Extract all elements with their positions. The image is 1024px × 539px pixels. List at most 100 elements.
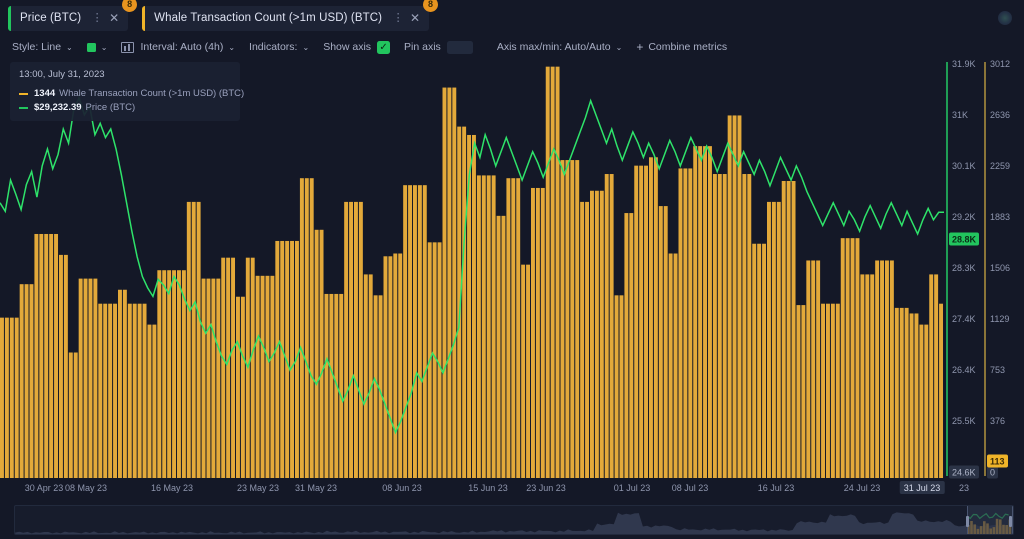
kebab-menu-icon[interactable]: ⋮ xyxy=(392,11,404,24)
axis-tick-label: 24.6K xyxy=(949,465,979,479)
x-axis-tick-label: 01 Jul 23 xyxy=(613,483,651,493)
x-axis-tick-label: 15 Jun 23 xyxy=(468,483,508,493)
axis-tick-label: 1883 xyxy=(990,212,1011,222)
price-axis[interactable]: 31.9K 31K 30.1K 29.2K 28.3K 27.4K 26.4K 25.5K 24… xyxy=(946,58,986,479)
minimap-canvas xyxy=(15,512,1013,534)
x-axis-current-badge: 31 Jul 23 xyxy=(899,481,945,494)
axis-tick-label: 1129 xyxy=(990,314,1010,324)
chart-canvas xyxy=(0,66,944,478)
combine-metrics-label: Combine metrics xyxy=(648,41,728,53)
chevron-down-icon: ⌄ xyxy=(66,42,73,52)
axis-tick-label: 2259 xyxy=(990,161,1011,171)
chevron-down-icon: ⌄ xyxy=(615,42,623,52)
minimap-handle-right[interactable] xyxy=(1009,516,1012,527)
x-axis-trailing-label: 23 xyxy=(958,483,970,493)
chart-plot-area[interactable] xyxy=(0,58,944,478)
axis-tick-label: 30.1K xyxy=(952,161,976,171)
whale-axis-line xyxy=(984,62,986,476)
axis-tick-label: 31K xyxy=(952,110,969,120)
axis-tick-label: 31.9K xyxy=(952,59,976,69)
close-icon[interactable]: ✕ xyxy=(109,11,120,25)
x-axis-tick-label: 31 May 23 xyxy=(294,483,338,493)
price-line xyxy=(0,95,944,435)
style-selector[interactable]: Style: Line ⌄ xyxy=(12,41,73,53)
tooltip-row-whale: 1344 Whale Transaction Count (>1m USD) (… xyxy=(19,88,244,99)
whale-count-bars xyxy=(0,66,944,478)
x-axis-tick-label: 08 May 23 xyxy=(64,483,108,493)
chart-bars-icon xyxy=(121,41,135,53)
axis-tick-label: 29.2K xyxy=(952,212,976,222)
combine-metrics-button[interactable]: + Combine metrics xyxy=(636,40,727,54)
series-color-dash-green xyxy=(19,106,28,109)
chevron-down-icon: ⌄ xyxy=(100,42,108,52)
x-axis-tick-label: 08 Jun 23 xyxy=(382,483,422,493)
tab-whale-transaction-count[interactable]: Whale Transaction Count (>1m USD) (BTC) … xyxy=(142,0,439,31)
range-minimap[interactable] xyxy=(14,505,1014,535)
chart-tooltip: 13:00, July 31, 2023 1344 Whale Transact… xyxy=(10,62,244,121)
axis-tick-label: 1506 xyxy=(990,263,1011,273)
chevron-down-icon: ⌄ xyxy=(302,42,310,52)
color-swatch-icon xyxy=(86,42,96,52)
chevron-down-icon: ⌄ xyxy=(228,42,236,52)
axis-tick-label: 26.4K xyxy=(952,365,976,375)
tooltip-series-name: Price (BTC) xyxy=(85,102,136,113)
minimap-handle-left[interactable] xyxy=(966,516,969,527)
tab-label: Whale Transaction Count (>1m USD) (BTC) xyxy=(154,12,383,24)
interval-label: Interval: Auto (4h) xyxy=(140,41,224,53)
color-selector[interactable]: ⌄ xyxy=(86,42,108,52)
chart-toolbar: Style: Line ⌄ ⌄ Interval: Auto (4h) ⌄ In… xyxy=(0,36,1024,58)
indicators-label: Indicators: xyxy=(249,41,298,53)
x-axis-tick-label: 23 May 23 xyxy=(236,483,280,493)
pin-axis-label: Pin axis xyxy=(404,41,441,53)
axis-tick-label: 0 xyxy=(987,465,999,479)
tab-accent-green xyxy=(8,5,11,31)
minimap-selection[interactable] xyxy=(967,506,1013,534)
x-axis-tick-label: 30 Apr 23 xyxy=(24,483,64,493)
axis-minmax-selector[interactable]: Axis max/min: Auto/Auto ⌄ xyxy=(497,41,623,53)
x-axis-tick-label: 24 Jul 23 xyxy=(843,483,881,493)
tab-price-btc[interactable]: Price (BTC) ⋮ ✕ 8 xyxy=(8,0,138,31)
interval-selector[interactable]: Interval: Auto (4h) ⌄ xyxy=(121,41,235,53)
price-axis-line xyxy=(946,62,948,476)
whale-axis[interactable]: 3012 2636 2259 1883 1506 1129 753 376 0 113 xyxy=(984,58,1024,479)
x-axis-tick-label: 16 Jul 23 xyxy=(757,483,795,493)
axis-tick-label: 753 xyxy=(990,365,1006,375)
tooltip-row-price: $29,232.39 Price (BTC) xyxy=(19,102,231,113)
tooltip-value: $29,232.39 xyxy=(34,102,82,113)
tab-badge: 8 xyxy=(122,0,138,12)
axis-tick-label: 3012 xyxy=(990,59,1011,69)
indicators-selector[interactable]: Indicators: ⌄ xyxy=(249,41,309,53)
axis-minmax-label: Axis max/min: Auto/Auto xyxy=(496,41,611,53)
x-axis-tick-label: 08 Jul 23 xyxy=(671,483,709,493)
show-axis-toggle[interactable]: Show axis ✓ xyxy=(323,40,391,54)
axis-current-value-badge: 113 xyxy=(987,454,1008,468)
close-icon[interactable]: ✕ xyxy=(410,11,421,25)
axis-tick-label: 28.3K xyxy=(952,263,976,273)
axis-tick-label: 25.5K xyxy=(952,416,976,426)
tooltip-date: 13:00, July 31, 2023 xyxy=(19,69,105,80)
x-axis-tick-label: 23 Jun 23 xyxy=(526,483,566,493)
x-axis-tick-label: 16 May 23 xyxy=(150,483,194,493)
tooltip-series-name: Whale Transaction Count (>1m USD) (BTC) xyxy=(59,88,245,99)
tooltip-value: 1344 xyxy=(34,88,56,99)
kebab-menu-icon[interactable]: ⋮ xyxy=(91,11,103,24)
axis-tick-label: 27.4K xyxy=(952,314,976,324)
tab-bar: Price (BTC) ⋮ ✕ 8 Whale Transaction Coun… xyxy=(0,0,1024,36)
tab-label: Price (BTC) xyxy=(20,12,82,24)
series-color-dash-orange xyxy=(19,92,28,95)
axis-tick-label: 2636 xyxy=(990,110,1011,120)
tab-badge: 8 xyxy=(423,0,439,12)
settings-orb-icon[interactable] xyxy=(998,11,1012,25)
pin-axis-switch[interactable] xyxy=(446,40,473,54)
pin-axis-toggle[interactable]: Pin axis xyxy=(404,40,473,54)
tab-accent-orange xyxy=(142,5,146,31)
x-axis: 30 Apr 23 08 May 23 16 May 23 23 May 23 31 M… xyxy=(0,478,1024,500)
style-label: Style: Line xyxy=(12,41,62,53)
show-axis-label: Show axis xyxy=(323,41,372,53)
plus-icon: + xyxy=(636,40,644,54)
checkmark-icon[interactable]: ✓ xyxy=(377,40,391,54)
axis-tick-label: 376 xyxy=(990,416,1006,426)
axis-current-value-badge: 28.8K xyxy=(949,232,980,246)
minimap-area xyxy=(15,512,1013,534)
